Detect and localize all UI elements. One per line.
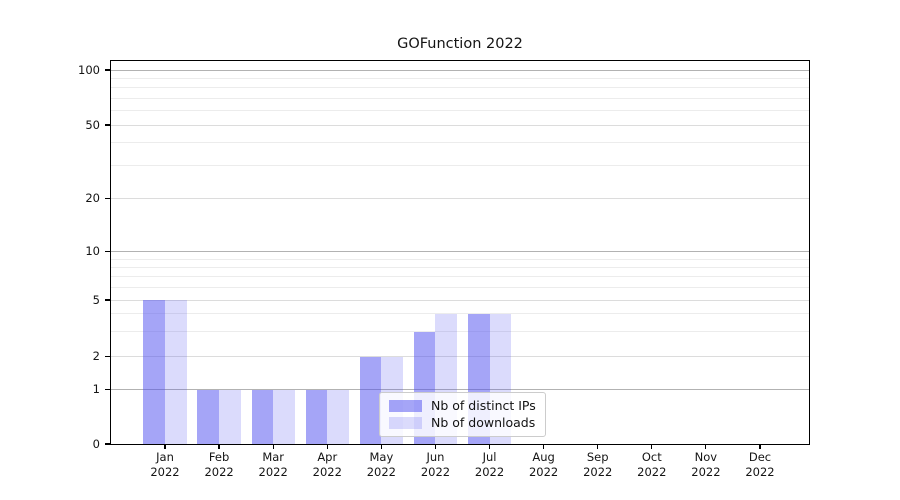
legend-swatch <box>389 399 422 412</box>
legend-label: Nb of distinct IPs <box>431 398 536 413</box>
x-tick-label: Jan 2022 <box>150 450 180 479</box>
x-axis-tick <box>380 445 382 449</box>
plot-area-border <box>110 60 810 445</box>
y-tick-label: 0 <box>92 436 100 451</box>
gridline-minor <box>111 97 809 99</box>
x-tick-label: Nov 2022 <box>691 450 721 479</box>
gridline <box>111 69 809 71</box>
bar <box>197 389 220 444</box>
y-axis-tick <box>105 197 110 199</box>
x-tick-label: Oct 2022 <box>637 450 667 479</box>
y-tick-label: 5 <box>92 292 100 307</box>
gridline-minor <box>111 331 809 333</box>
x-axis-tick <box>218 445 220 449</box>
x-tick-label: Apr 2022 <box>312 450 342 479</box>
x-axis-tick <box>164 445 166 449</box>
gridline-minor <box>111 165 809 167</box>
x-tick-label: Jun 2022 <box>420 450 451 479</box>
gridline-minor <box>111 87 809 89</box>
x-tick-label: Sep 2022 <box>583 450 613 479</box>
x-axis-tick <box>272 445 274 449</box>
bar <box>305 389 328 444</box>
gridline <box>111 251 809 253</box>
gridline <box>111 197 809 199</box>
y-tick-label: 1 <box>92 382 100 396</box>
y-tick-label: 10 <box>85 244 100 259</box>
x-tick-label: Aug 2022 <box>528 450 559 479</box>
bar <box>273 389 295 444</box>
legend-label: Nb of downloads <box>431 415 536 430</box>
gridline-minor <box>111 142 809 144</box>
bar <box>143 300 165 444</box>
x-tick-label: Mar 2022 <box>258 450 288 479</box>
y-tick-label: 50 <box>85 117 100 132</box>
gridline-minor <box>111 110 809 112</box>
chart-title: GOFunction 2022 <box>397 36 523 52</box>
gridline-minor <box>111 258 809 260</box>
x-axis-tick <box>597 445 599 449</box>
x-axis-tick <box>759 445 761 449</box>
y-tick-label: 20 <box>85 190 100 205</box>
x-axis-tick <box>705 445 707 449</box>
x-axis-tick <box>326 445 328 449</box>
gridline <box>111 389 809 390</box>
gridline-minor <box>111 313 809 315</box>
gridline <box>111 124 809 126</box>
x-axis-tick <box>434 445 437 449</box>
x-axis-tick <box>651 445 653 449</box>
y-axis-tick <box>105 69 110 71</box>
gridline <box>111 356 809 358</box>
gridline <box>111 299 809 301</box>
y-tick-label: 2 <box>92 349 100 364</box>
legend-swatch <box>389 416 422 429</box>
y-axis-tick <box>105 443 110 445</box>
gridline-minor <box>111 276 809 278</box>
legend-row: Nb of distinct IPs <box>389 397 536 414</box>
x-tick-label: Jul 2022 <box>474 450 505 479</box>
legend-row: Nb of downloads <box>389 414 536 431</box>
bar <box>165 300 187 444</box>
bar <box>327 389 349 444</box>
y-axis-tick <box>105 356 110 358</box>
x-axis-tick <box>543 445 545 449</box>
y-tick-label: 100 <box>78 62 100 77</box>
y-axis-tick <box>105 124 110 126</box>
y-axis-tick <box>105 251 110 253</box>
bar <box>359 356 382 444</box>
x-tick-label: May 2022 <box>366 450 396 479</box>
x-tick-label: Dec 2022 <box>745 450 775 479</box>
y-axis-tick <box>105 299 110 301</box>
y-axis-tick <box>105 388 110 391</box>
x-axis-tick <box>488 445 491 449</box>
bar <box>251 389 274 444</box>
x-tick-label: Feb 2022 <box>204 450 234 479</box>
gridline-minor <box>111 286 809 288</box>
bar <box>219 389 241 444</box>
gridline-minor <box>111 77 809 79</box>
gridline-minor <box>111 266 809 268</box>
legend: Nb of distinct IPs Nb of downloads <box>379 392 546 437</box>
